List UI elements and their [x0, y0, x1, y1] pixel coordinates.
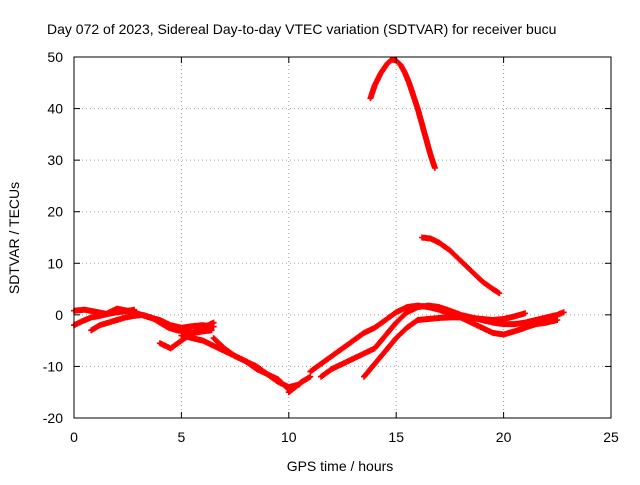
data-series-arc-12 [419, 234, 503, 297]
plot-frame [73, 56, 612, 419]
y-tick-label: 40 [47, 101, 63, 117]
y-axis-label: SDTVAR / TECUs [6, 182, 22, 294]
chart-title: Day 072 of 2023, Sidereal Day-to-day VTE… [47, 21, 556, 37]
x-tick-label: 10 [281, 429, 297, 445]
data-points [71, 56, 567, 396]
x-tick-label: 5 [178, 429, 186, 445]
y-tick-label: 30 [47, 152, 63, 168]
x-axis-label: GPS time / hours [287, 458, 394, 474]
y-tick-label: 10 [47, 255, 63, 271]
y-tick-label: 0 [55, 307, 63, 323]
x-tick-label: 0 [70, 429, 78, 445]
x-tick-label: 20 [496, 429, 512, 445]
x-tick-label: 15 [388, 429, 404, 445]
y-tick-label: -20 [43, 410, 63, 426]
data-series-arc-10 [361, 310, 529, 380]
data-series-arc-6 [210, 335, 292, 393]
data-series-arc-11 [367, 56, 438, 171]
x-tick-label: 25 [603, 429, 619, 445]
data-series-arc-7 [285, 373, 314, 396]
y-tick-label: 50 [47, 49, 63, 65]
y-tick-label: -10 [43, 358, 63, 374]
axis-ticks: 0 5 10 15 20 25 -20 -10 0 10 20 30 40 50 [43, 49, 619, 445]
y-tick-label: 20 [47, 204, 63, 220]
